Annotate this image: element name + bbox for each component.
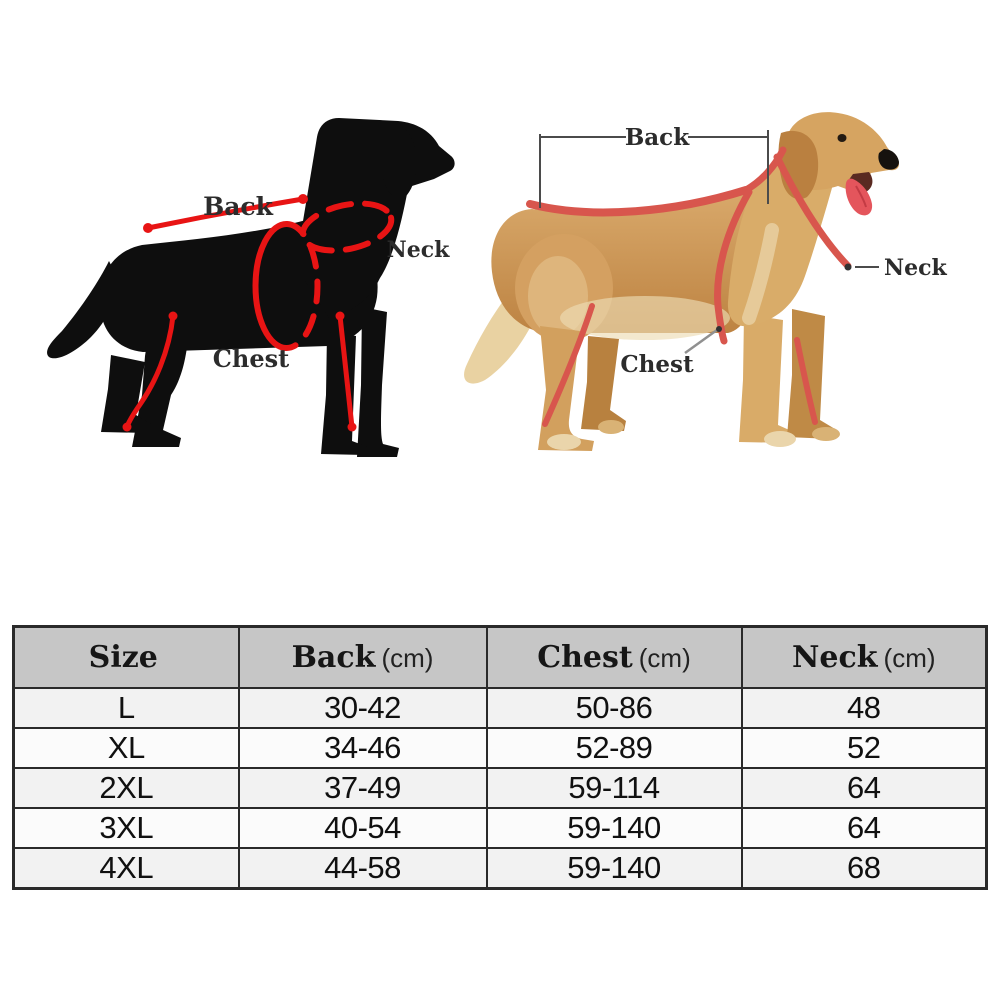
header-label: Back xyxy=(291,640,376,675)
neck-cell: 48 xyxy=(740,687,988,729)
table-header-row: Size Back (cm) Chest (cm) Neck (cm) xyxy=(12,625,988,689)
size-cell: 3XL xyxy=(12,807,240,849)
header-unit: (cm) xyxy=(638,643,691,673)
back-measure-bracket xyxy=(539,130,769,208)
back-measure-line xyxy=(145,196,306,231)
header-unit: (cm) xyxy=(883,643,936,673)
tape-front-leg xyxy=(794,337,818,425)
hind-leg-measure-line xyxy=(124,313,176,430)
dog-paw xyxy=(764,431,796,447)
table-row: 2XL 37-49 59-114 64 xyxy=(12,767,988,809)
chest-label: Chest xyxy=(213,344,289,373)
dog-front-leg-far xyxy=(321,332,368,455)
size-cell: L xyxy=(12,687,240,729)
dog-tongue-line xyxy=(855,185,867,208)
chest-cell: 59-140 xyxy=(485,847,743,890)
dog-front-leg-near xyxy=(357,307,399,457)
size-table-section: Size Back (cm) Chest (cm) Neck (cm) L 30-42… xyxy=(12,625,988,890)
tape-hind-leg xyxy=(542,303,595,427)
dog-belly-fur xyxy=(560,296,730,340)
dog-hind-leg-near xyxy=(132,323,189,447)
chest-label: Chest xyxy=(620,351,694,378)
front-leg-dot xyxy=(335,311,345,321)
dog-neck-head xyxy=(302,118,455,318)
measurement-marks xyxy=(122,194,395,432)
front-leg-dot xyxy=(347,422,357,432)
hind-leg-dot xyxy=(168,311,178,321)
table-row: 4XL 44-58 59-140 68 xyxy=(12,847,988,890)
header-label: Chest xyxy=(537,640,633,675)
golden-dog-measurement-diagram: Back Neck Chest xyxy=(464,112,948,451)
header-back: Back (cm) xyxy=(237,625,488,689)
header-label: Size xyxy=(88,640,158,675)
hind-leg-dot xyxy=(122,422,132,432)
black-dog-silhouette xyxy=(47,118,455,457)
dog-front-leg-near xyxy=(739,314,796,443)
back-cell: 44-58 xyxy=(237,847,488,890)
chest-pointer-dot xyxy=(716,326,722,332)
back-label: Back xyxy=(203,192,274,221)
back-cell: 34-46 xyxy=(237,727,488,769)
dog-nose xyxy=(878,149,899,170)
back-line-end-dot xyxy=(143,223,153,233)
tape-along-back xyxy=(526,186,750,217)
chest-cell: 50-86 xyxy=(485,687,743,729)
header-neck: Neck (cm) xyxy=(740,625,988,689)
neck-cell: 64 xyxy=(740,807,988,849)
size-cell: XL xyxy=(12,727,240,769)
black-dog-measurement-diagram: Back Neck Chest xyxy=(47,118,455,457)
chest-measure-ellipse-solid xyxy=(252,220,290,351)
dog-chest-streak xyxy=(742,223,779,325)
back-label: Back xyxy=(625,124,690,151)
dog-paw xyxy=(547,434,581,450)
size-cell: 4XL xyxy=(12,847,240,890)
neck-label: Neck xyxy=(387,237,451,263)
neck-cell: 68 xyxy=(740,847,988,890)
neck-cell: 64 xyxy=(740,767,988,809)
dog-paw xyxy=(812,427,840,441)
front-leg-measure-line xyxy=(337,313,355,430)
table-row: XL 34-46 52-89 52 xyxy=(12,727,988,769)
chest-pointer-line xyxy=(684,328,718,355)
dog-hind-leg-far xyxy=(101,355,151,433)
size-table: Size Back (cm) Chest (cm) Neck (cm) L 30-42… xyxy=(12,625,988,890)
golden-dog-illustration xyxy=(464,112,899,451)
header-size: Size xyxy=(12,625,240,689)
dog-front-leg-far xyxy=(787,309,835,439)
chest-cell: 52-89 xyxy=(485,727,743,769)
dog-hind-leg-near xyxy=(538,326,594,451)
back-cell: 30-42 xyxy=(237,687,488,729)
dog-paw xyxy=(598,420,624,434)
dog-tail xyxy=(47,261,118,359)
tape-chest-strap xyxy=(714,188,753,345)
header-label: Neck xyxy=(791,640,878,675)
dog-eye xyxy=(837,134,847,142)
back-cell: 37-49 xyxy=(237,767,488,809)
neck-pointer-dot xyxy=(844,263,852,271)
chest-measure-ellipse-dashed xyxy=(283,221,321,352)
header-unit: (cm) xyxy=(381,643,434,673)
neck-label: Neck xyxy=(884,255,948,281)
chest-cell: 59-140 xyxy=(485,807,743,849)
back-cell: 40-54 xyxy=(237,807,488,849)
header-chest: Chest (cm) xyxy=(485,625,743,689)
dog-hind-leg-far xyxy=(581,336,626,431)
neck-cell: 52 xyxy=(740,727,988,769)
size-cell: 2XL xyxy=(12,767,240,809)
dog-ear xyxy=(378,120,417,198)
back-line-end-dot xyxy=(298,194,308,204)
table-row: L 30-42 50-86 48 xyxy=(12,687,988,729)
chest-cell: 59-114 xyxy=(485,767,743,809)
table-row: 3XL 40-54 59-140 64 xyxy=(12,807,988,849)
tape-neck-loop xyxy=(773,153,852,270)
